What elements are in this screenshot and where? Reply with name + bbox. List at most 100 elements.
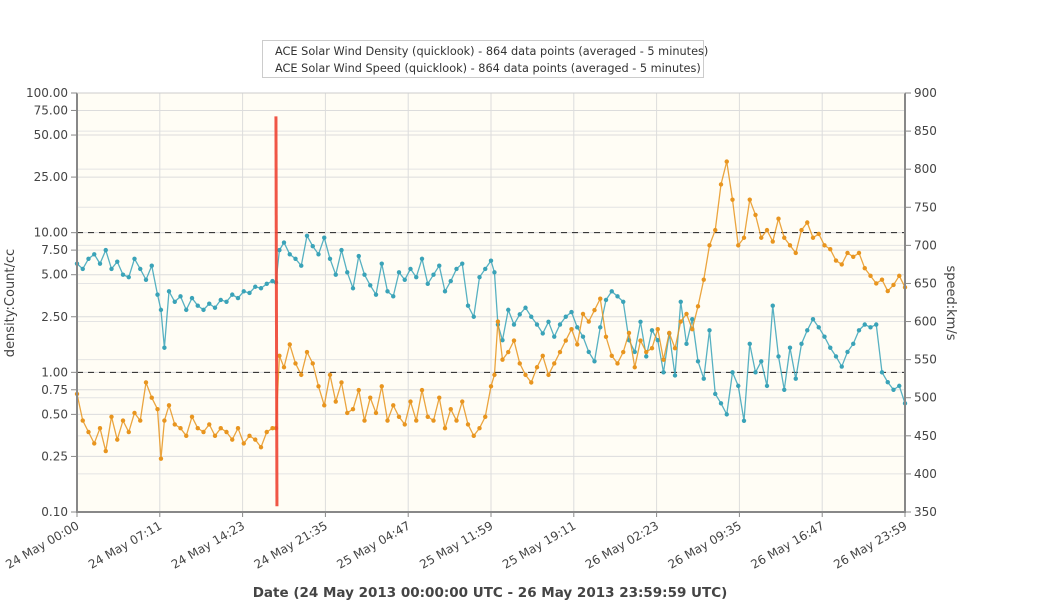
data-point <box>184 433 189 439</box>
y-left-tick-label: 1.00 <box>41 365 68 379</box>
data-point <box>695 359 701 364</box>
y-right-title: speed:km/s <box>943 266 958 341</box>
data-point <box>667 330 672 336</box>
data-point <box>736 243 741 248</box>
data-point <box>730 197 735 202</box>
data-point <box>603 297 609 303</box>
data-point <box>408 266 413 272</box>
data-point <box>402 422 407 427</box>
y-left-tick-label: 100.00 <box>26 86 68 100</box>
data-point <box>126 274 131 280</box>
data-point <box>690 326 695 332</box>
y-left-tick-label: 50.00 <box>34 128 68 142</box>
data-point <box>253 284 258 289</box>
data-point <box>92 441 97 446</box>
data-point <box>115 259 120 264</box>
legend-item-density[interactable]: ACE Solar Wind Density (quicklook) - 864… <box>269 43 708 60</box>
data-point <box>258 445 264 450</box>
data-point <box>258 286 264 291</box>
data-point <box>442 289 448 294</box>
data-point <box>810 317 816 322</box>
data-point <box>856 328 862 333</box>
data-point <box>684 341 689 347</box>
data-point <box>149 395 154 400</box>
data-point <box>178 426 183 431</box>
data-point <box>753 212 758 218</box>
data-point <box>109 414 114 419</box>
data-point <box>373 410 379 416</box>
data-point <box>885 379 890 385</box>
data-point <box>621 349 626 355</box>
data-point <box>874 322 879 327</box>
data-point <box>638 319 643 325</box>
data-point <box>138 418 143 423</box>
data-point <box>184 307 189 313</box>
data-point <box>402 277 407 282</box>
x-ticks: 24 May 00:00 24 May 07:11 24 May 14:23 24 M… <box>3 512 910 572</box>
data-point <box>580 311 586 317</box>
data-point <box>868 273 873 279</box>
data-point <box>368 283 373 288</box>
data-point <box>333 272 338 277</box>
reference-lines <box>77 232 905 373</box>
data-point <box>408 399 413 404</box>
data-point <box>339 247 344 253</box>
series-layer <box>74 159 908 461</box>
markers-layer <box>274 116 279 507</box>
data-point <box>695 304 701 309</box>
data-point <box>92 252 97 257</box>
data-point <box>701 376 706 381</box>
data-point <box>207 301 212 306</box>
y-right-tick-label: 750 <box>914 200 937 214</box>
data-point <box>557 322 563 327</box>
data-point <box>362 272 367 277</box>
data-point <box>492 270 497 275</box>
data-point <box>448 278 453 284</box>
data-point <box>97 426 103 431</box>
data-point <box>454 266 459 272</box>
data-point <box>483 266 488 272</box>
data-point <box>471 314 476 319</box>
data-point <box>316 252 321 257</box>
data-point <box>701 277 706 282</box>
legend-item-speed[interactable]: ACE Solar Wind Speed (quicklook) - 864 d… <box>269 60 701 77</box>
legend: ACE Solar Wind Density (quicklook) - 864… <box>262 40 708 78</box>
data-point <box>86 256 91 261</box>
data-point <box>270 278 275 284</box>
data-point <box>212 433 218 439</box>
x-tick-label: 26 May 16:47 <box>748 518 826 571</box>
data-point <box>465 422 471 427</box>
data-point <box>506 307 511 313</box>
data-point <box>379 261 384 266</box>
data-point <box>782 387 787 392</box>
y-right-tick-label: 900 <box>914 86 937 100</box>
data-point <box>655 337 660 343</box>
data-point <box>316 384 321 389</box>
data-point <box>540 353 545 359</box>
data-point <box>212 305 218 310</box>
data-point <box>120 272 126 277</box>
data-point <box>741 235 747 240</box>
data-point <box>287 252 292 257</box>
data-point <box>632 365 637 370</box>
data-point <box>839 364 844 369</box>
data-point <box>557 349 563 355</box>
data-point <box>713 227 718 233</box>
data-point <box>690 317 695 322</box>
data-point <box>143 380 149 385</box>
y-right-tick-label: 550 <box>914 353 937 367</box>
data-point <box>166 289 172 294</box>
data-point <box>862 322 867 327</box>
data-point <box>845 349 850 355</box>
data-point <box>546 319 551 325</box>
data-point <box>86 429 91 435</box>
data-point <box>523 305 528 310</box>
data-point <box>143 277 149 282</box>
data-point <box>241 441 246 446</box>
data-point <box>362 418 367 423</box>
data-point <box>730 370 735 375</box>
x-tick-label: 25 May 11:59 <box>417 518 495 571</box>
data-point <box>350 286 356 291</box>
data-point <box>471 433 476 439</box>
data-point <box>822 334 827 339</box>
